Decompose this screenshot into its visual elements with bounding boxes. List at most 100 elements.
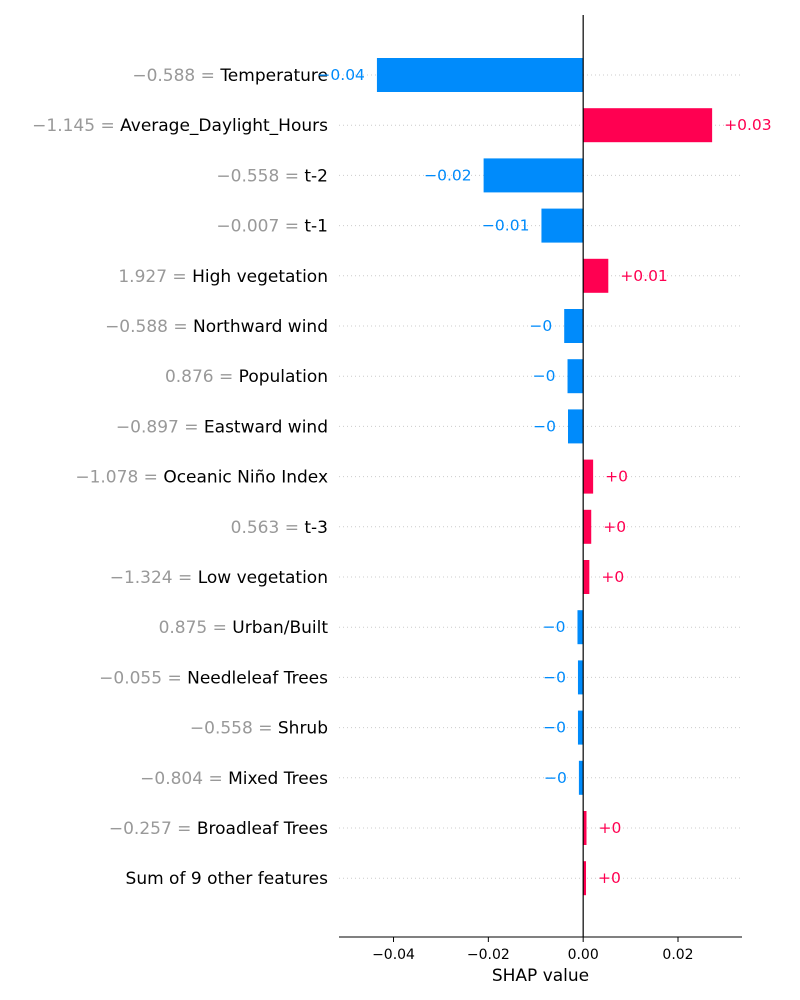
- bar-negative: [567, 409, 584, 444]
- bar-value-label: −0: [544, 769, 567, 787]
- feature-label: −0.558 = t-2: [216, 166, 328, 186]
- feature-label: −0.257 = Broadleaf Trees: [109, 819, 328, 839]
- bar-value-label: −0.04: [317, 66, 365, 84]
- bar-value-label: −0: [533, 417, 556, 435]
- equals-sign: =: [279, 166, 304, 186]
- feature-label: 0.876 = Population: [165, 367, 328, 387]
- feature-name: Population: [239, 367, 328, 387]
- equals-sign: =: [172, 819, 197, 839]
- bar-value-label: +0: [601, 568, 624, 586]
- x-tick-label: −0.02: [467, 947, 510, 963]
- feature-name: Temperature: [219, 66, 328, 86]
- x-axis-title: SHAP value: [492, 966, 589, 986]
- feature-value: −0.588: [105, 317, 168, 337]
- feature-name: Low vegetation: [198, 568, 328, 588]
- bar-value-label: −0.01: [482, 217, 530, 235]
- x-tick-label: −0.04: [372, 947, 415, 963]
- equals-sign: =: [162, 668, 187, 688]
- feature-label: −1.145 = Average_Daylight_Hours: [32, 116, 328, 136]
- feature-value: −0.055: [99, 668, 162, 688]
- feature-label: −0.055 = Needleleaf Trees: [99, 668, 328, 688]
- bar-negative: [541, 208, 584, 243]
- feature-value: −0.257: [109, 819, 172, 839]
- bar-negative: [376, 58, 584, 92]
- bar-negative: [483, 158, 584, 193]
- feature-value: −0.558: [190, 719, 253, 739]
- feature-name: Needleleaf Trees: [187, 668, 328, 688]
- feature-value: 0.875: [159, 618, 208, 638]
- feature-label: 0.563 = t-3: [231, 518, 328, 538]
- feature-label: −1.078 = Oceanic Niño Index: [75, 468, 328, 488]
- bar-positive: [583, 459, 594, 494]
- feature-label: −0.804 = Mixed Trees: [140, 769, 328, 789]
- feature-value: −0.588: [132, 66, 195, 86]
- feature-label: −0.588 = Temperature: [132, 66, 328, 86]
- equals-sign: =: [95, 116, 120, 136]
- bar-value-label: +0: [605, 468, 628, 486]
- x-axis: −0.04 −0.02 0.00 0.02 SHAP value: [339, 936, 742, 986]
- x-tick-label: 0.02: [662, 947, 693, 963]
- feature-label: 1.927 = High vegetation: [118, 267, 328, 287]
- bar-positive: [583, 560, 590, 594]
- feature-labels: −0.588 = Temperature −1.145 = Average_Day…: [32, 66, 328, 889]
- bar-positive: [583, 108, 713, 143]
- equals-sign: =: [207, 618, 232, 638]
- feature-value: −0.804: [140, 769, 203, 789]
- feature-name: t-3: [304, 518, 328, 538]
- feature-name: t-1: [304, 217, 328, 237]
- bar-value-label: −0: [543, 668, 566, 686]
- feature-name: Eastward wind: [204, 417, 328, 437]
- feature-label: −0.897 = Eastward wind: [116, 417, 328, 437]
- feature-name: Shrub: [278, 719, 328, 739]
- feature-label: −0.588 = Northward wind: [105, 317, 328, 337]
- bar-negative: [567, 359, 584, 394]
- feature-label: −1.324 = Low vegetation: [110, 568, 328, 588]
- feature-value: −0.558: [216, 166, 279, 186]
- equals-sign: =: [168, 317, 193, 337]
- equals-sign: =: [279, 518, 304, 538]
- feature-name: Average_Daylight_Hours: [120, 116, 328, 136]
- feature-label: −0.558 = Shrub: [190, 719, 328, 739]
- feature-value: −1.324: [110, 568, 173, 588]
- row-guide-lines: [339, 74, 742, 879]
- feature-label: 0.875 = Urban/Built: [159, 618, 329, 638]
- equals-sign: =: [279, 217, 304, 237]
- x-tick-label: 0.00: [568, 947, 599, 963]
- bar-positive: [583, 509, 592, 544]
- bar-negative: [577, 610, 584, 645]
- equals-sign: =: [173, 568, 198, 588]
- equals-sign: =: [138, 468, 163, 488]
- feature-label: −0.007 = t-1: [216, 217, 328, 237]
- x-ticks: −0.04 −0.02 0.00 0.02: [372, 937, 694, 963]
- bar-value-label: −0: [533, 367, 556, 385]
- bar-negative: [578, 760, 584, 795]
- bar-value-label: −0.02: [424, 166, 472, 184]
- feature-value: −1.145: [32, 116, 95, 136]
- feature-name: High vegetation: [192, 267, 328, 287]
- feature-name: t-2: [304, 166, 328, 186]
- bar-value-label: −0: [543, 618, 566, 636]
- feature-value: −1.078: [75, 468, 138, 488]
- feature-value: 0.563: [231, 518, 280, 538]
- equals-sign: =: [179, 417, 204, 437]
- equals-sign: =: [203, 769, 228, 789]
- bar-negative: [577, 660, 584, 695]
- bar-value-label: +0.01: [620, 267, 668, 285]
- bar-value-label: +0.03: [724, 116, 772, 134]
- bar-value-label: −0: [529, 317, 552, 335]
- bar-value-labels: −0.04 +0.03 −0.02 −0.01 +0.01 −0 −0 −0 +0 +0 +0 −0 −…: [317, 66, 771, 887]
- feature-name: Sum of 9 other features: [126, 869, 329, 889]
- feature-name: Oceanic Niño Index: [163, 468, 328, 488]
- equals-sign: =: [214, 367, 239, 387]
- bar-value-label: +0: [598, 869, 621, 887]
- bar-positive: [583, 811, 587, 845]
- feature-name: Broadleaf Trees: [197, 819, 328, 839]
- bar-negative: [564, 309, 584, 343]
- bars: [376, 58, 713, 896]
- feature-value: −0.897: [116, 417, 179, 437]
- bar-positive: [583, 861, 587, 896]
- equals-sign: =: [253, 719, 278, 739]
- bar-value-label: +0: [603, 518, 626, 536]
- bar-negative: [577, 710, 584, 745]
- feature-name: Urban/Built: [232, 618, 328, 638]
